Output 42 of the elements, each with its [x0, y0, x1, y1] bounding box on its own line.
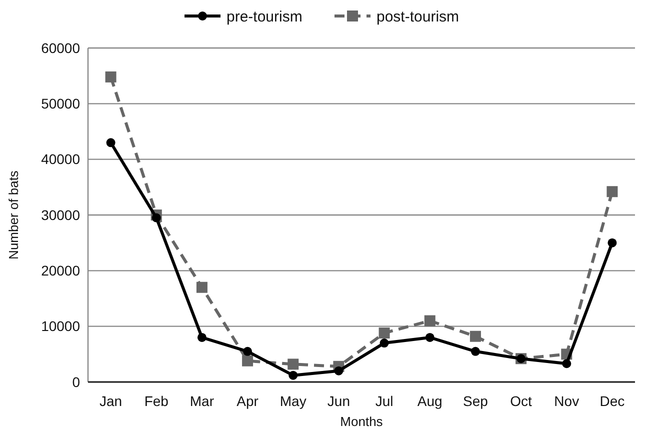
y-axis-title: Number of bats — [6, 170, 21, 260]
point — [606, 186, 618, 198]
point — [562, 359, 572, 368]
point — [425, 332, 434, 342]
legend-label: pre-tourism — [226, 8, 302, 26]
point — [288, 370, 298, 380]
y-tick-label: 50000 — [41, 96, 80, 112]
legend-label: post-tourism — [376, 8, 460, 26]
y-tick-label: 30000 — [41, 206, 80, 223]
y-tick-label: 0 — [72, 374, 80, 390]
point — [470, 330, 481, 342]
x-tick-label: Dec — [600, 393, 625, 409]
point — [105, 71, 116, 82]
point — [470, 346, 480, 356]
point — [152, 213, 161, 222]
x-tick-label: Sep — [462, 393, 488, 409]
x-axis-title: Months — [340, 414, 384, 429]
x-tick-label: Nov — [554, 393, 580, 409]
point — [424, 315, 436, 326]
x-tick-label: Jan — [100, 393, 122, 409]
x-tick-label: Feb — [144, 393, 169, 409]
x-tick-label: Aug — [417, 393, 442, 409]
y-tick-label: 40000 — [41, 151, 80, 168]
y-tick-label: 20000 — [41, 262, 80, 279]
x-tick-label: Jul — [375, 393, 394, 409]
point — [196, 282, 208, 293]
point — [197, 332, 206, 342]
x-tick-label: Jun — [327, 393, 350, 409]
x-tick-label: Apr — [236, 393, 259, 409]
point — [242, 355, 254, 366]
point — [378, 328, 390, 339]
point — [334, 366, 344, 376]
y-tick-label: 60000 — [41, 40, 80, 56]
point — [106, 138, 116, 148]
point — [243, 346, 252, 356]
point — [380, 338, 389, 348]
point — [288, 358, 299, 370]
y-tick-label: 10000 — [41, 318, 80, 334]
x-tick-label: May — [280, 393, 306, 409]
point — [608, 238, 617, 248]
x-tick-label: Mar — [190, 393, 214, 409]
x-tick-label: Oct — [510, 393, 532, 409]
